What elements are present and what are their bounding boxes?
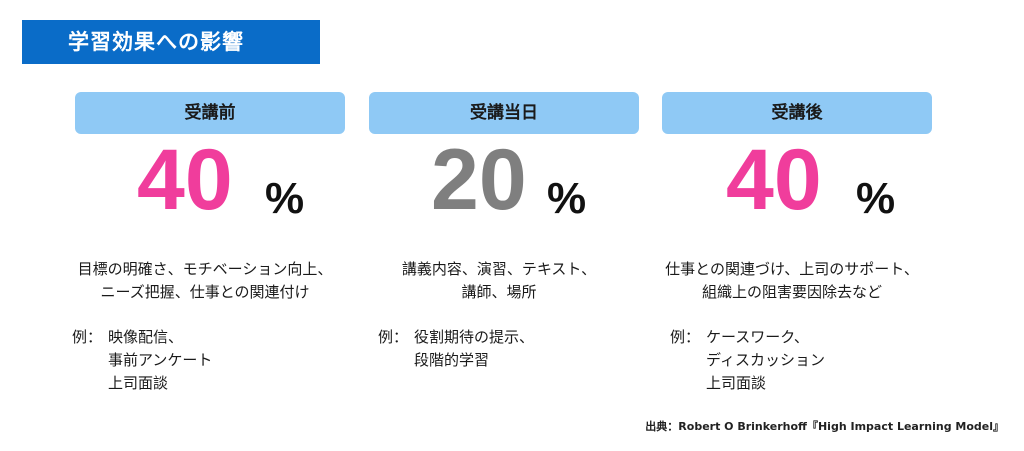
example-item: 事前アンケート <box>108 351 213 369</box>
column-before-training: 受講前 40 % 目標の明確さ、モチベーション向上、 ニーズ把握、仕事との関連付… <box>72 92 345 392</box>
description: 目標の明確さ、モチベーション向上、 ニーズ把握、仕事との関連付け <box>55 258 355 304</box>
percent-value: 40 <box>137 132 233 228</box>
example-item: ディスカッション <box>706 351 825 369</box>
example-prefix: 例： <box>670 328 701 346</box>
examples: 例： ケースワーク、 ディスカッション 上司面談 <box>670 326 825 395</box>
examples: 例： 映像配信、 事前アンケート 上司面談 <box>72 326 212 395</box>
example-item: 役割期待の提示、 <box>414 328 535 346</box>
page-title: 学習効果への影響 <box>22 20 320 64</box>
description-line: 講師、場所 <box>461 283 537 301</box>
example-item: 段階的学習 <box>414 351 490 369</box>
column-header: 受講前 <box>75 92 345 134</box>
percent-value: 40 <box>726 132 822 228</box>
column-after-training: 受講後 40 % 仕事との関連づけ、上司のサポート、 組織上の阻害要因除去など … <box>662 92 932 392</box>
column-header: 受講後 <box>662 92 932 134</box>
description-line: 講義内容、演習、テキスト、 <box>401 260 597 278</box>
description-line: 目標の明確さ、モチベーション向上、 <box>77 260 333 278</box>
description: 講義内容、演習、テキスト、 講師、場所 <box>349 258 649 304</box>
percent-sign: % <box>265 174 305 223</box>
percent-display: 40 % <box>662 132 932 228</box>
description-line: 仕事との関連づけ、上司のサポート、 <box>665 260 919 278</box>
column-header: 受講当日 <box>369 92 639 134</box>
example-item: ケースワーク、 <box>706 328 809 346</box>
example-prefix: 例： <box>378 328 409 346</box>
percent-display: 40 % <box>75 132 345 228</box>
examples: 例： 役割期待の提示、 段階的学習 <box>378 326 534 372</box>
percent-value: 20 <box>431 132 527 228</box>
example-item: 上司面談 <box>706 374 767 392</box>
percent-sign: % <box>856 174 896 223</box>
description-line: 組織上の阻害要因除去など <box>701 283 882 301</box>
example-prefix: 例： <box>72 328 103 346</box>
description-line: ニーズ把握、仕事との関連付け <box>100 283 310 301</box>
example-item: 上司面談 <box>108 374 169 392</box>
percent-sign: % <box>547 174 587 223</box>
source-citation: 出典：Robert O Brinkerhoff『High Impact Lear… <box>645 420 1004 433</box>
example-item: 映像配信、 <box>108 328 184 346</box>
description: 仕事との関連づけ、上司のサポート、 組織上の阻害要因除去など <box>642 258 942 304</box>
percent-display: 20 % <box>369 132 639 228</box>
column-day-of-training: 受講当日 20 % 講義内容、演習、テキスト、 講師、場所 例： 役割期待の提示… <box>369 92 639 369</box>
